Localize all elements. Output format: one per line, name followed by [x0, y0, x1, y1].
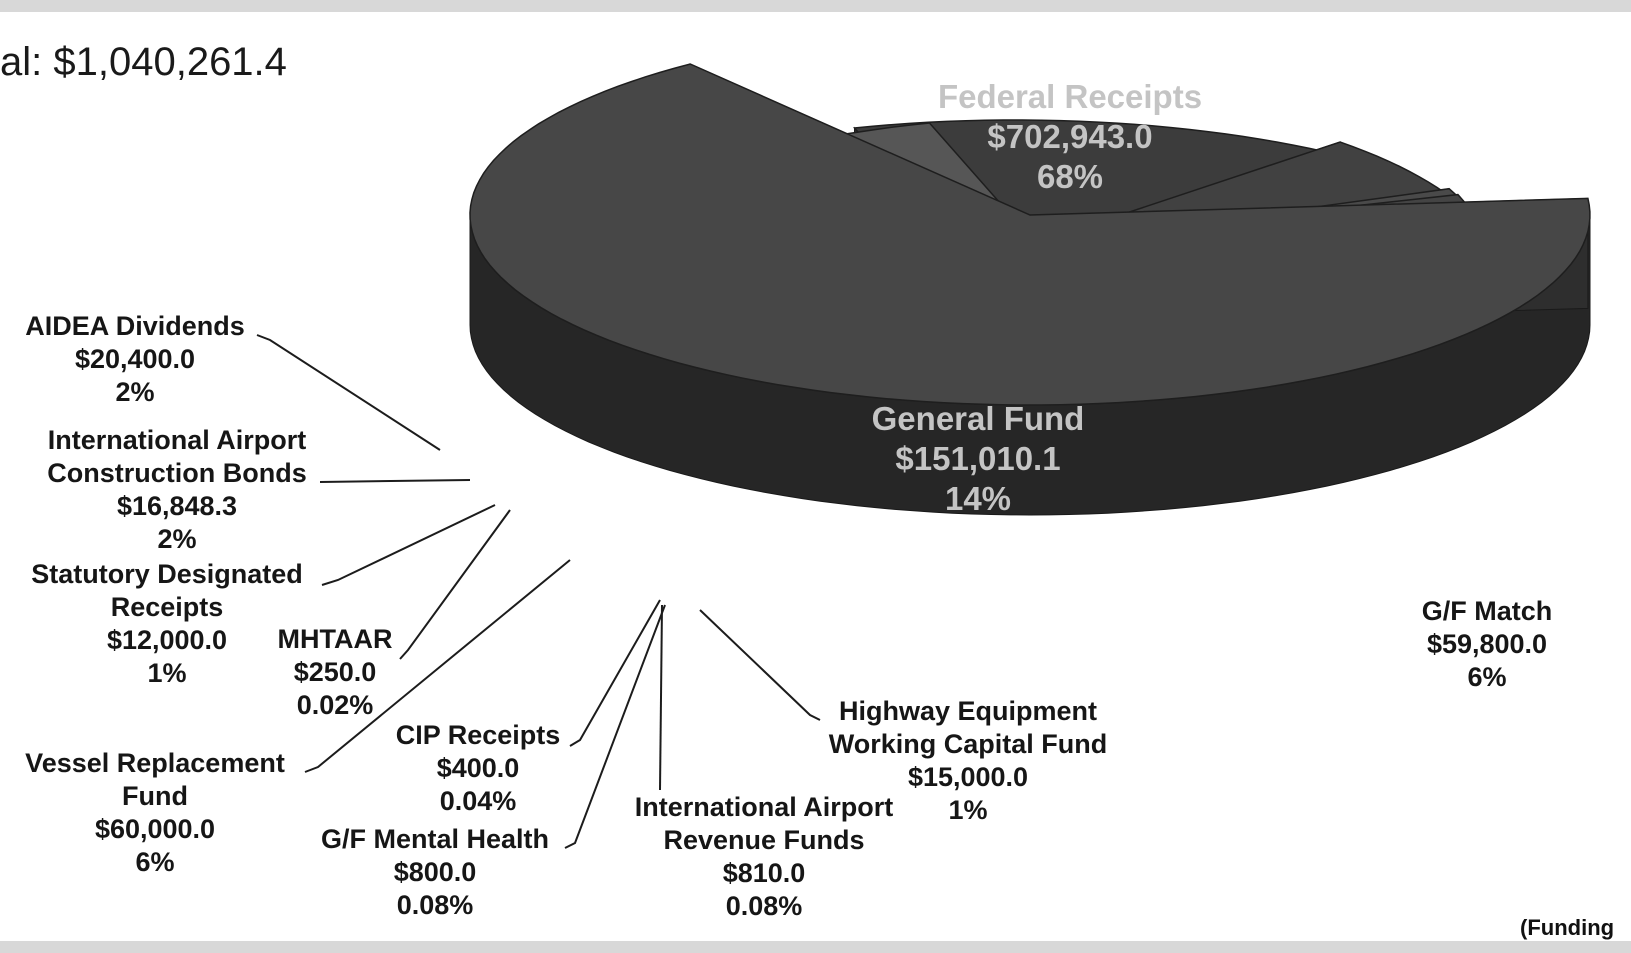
slice-value-vessel-replacement-fund: $60,000.0: [95, 814, 215, 844]
slice-percent-highway-equipment-working-capital-fund: 1%: [948, 795, 987, 825]
leader-line-mhtaar: [399, 509, 511, 660]
slice-label-general-fund: General Fund: [872, 400, 1085, 437]
top-border: [0, 0, 1631, 12]
slice-label-highway-equipment-working-capital-fund: Working Capital Fund: [829, 729, 1108, 759]
slice-percent-general-fund: 14%: [945, 480, 1011, 517]
slice-value-aidea-dividends: $20,400.0: [75, 344, 195, 374]
slice-percent-international-airport-construction-bonds: 2%: [157, 524, 196, 554]
slice-label-international-airport-construction-bonds: Construction Bonds: [47, 458, 306, 488]
slice-label-g-f-match: G/F Match: [1422, 596, 1553, 626]
slice-label-international-airport-revenue-funds: Revenue Funds: [663, 825, 864, 855]
slice-value-international-airport-construction-bonds: $16,848.3: [117, 491, 237, 521]
slice-label-vessel-replacement-fund: Vessel Replacement: [25, 748, 285, 778]
slice-percent-g-f-match: 6%: [1467, 662, 1506, 692]
slice-percent-g-f-mental-health: 0.08%: [397, 890, 474, 920]
leader-line-statutory-designated-receipts: [321, 504, 496, 586]
slice-label-cip-receipts: CIP Receipts: [396, 720, 561, 750]
leader-line-aidea-dividends: [256, 334, 441, 451]
slice-value-g-f-match: $59,800.0: [1427, 629, 1547, 659]
slice-label-g-f-mental-health: G/F Mental Health: [321, 824, 549, 854]
slice-percent-federal-receipts: 68%: [1037, 158, 1103, 195]
slice-label-international-airport-revenue-funds: International Airport: [635, 792, 894, 822]
slice-value-federal-receipts: $702,943.0: [987, 118, 1152, 155]
slice-percent-international-airport-revenue-funds: 0.08%: [726, 891, 803, 921]
leader-line-highway-equipment-working-capital-fund: [699, 609, 821, 721]
slice-label-aidea-dividends: AIDEA Dividends: [25, 311, 245, 341]
leader-line-g-f-mental-health: [564, 604, 666, 849]
leader-line-international-airport-revenue-funds: [659, 604, 663, 791]
leader-line-cip-receipts: [569, 599, 661, 747]
footnote: (Funding: [1520, 915, 1615, 940]
slice-label-statutory-designated-receipts: Statutory Designated: [31, 559, 303, 589]
slice-label-federal-receipts: Federal Receipts: [938, 78, 1202, 115]
slice-percent-vessel-replacement-fund: 6%: [135, 847, 174, 877]
slice-value-mhtaar: $250.0: [294, 657, 377, 687]
slice-value-general-fund: $151,010.1: [895, 440, 1060, 477]
slice-value-highway-equipment-working-capital-fund: $15,000.0: [908, 762, 1028, 792]
slice-federal-receipts: [469, 63, 1591, 406]
slice-value-statutory-designated-receipts: $12,000.0: [107, 625, 227, 655]
slice-percent-cip-receipts: 0.04%: [440, 786, 517, 816]
total-heading: al: $1,040,261.4: [0, 40, 287, 84]
slice-value-cip-receipts: $400.0: [437, 753, 520, 783]
slice-value-g-f-mental-health: $800.0: [394, 857, 477, 887]
slice-label-international-airport-construction-bonds: International Airport: [48, 425, 307, 455]
leader-line-vessel-replacement-fund: [304, 559, 571, 773]
slice-percent-statutory-designated-receipts: 1%: [147, 658, 186, 688]
slice-percent-mhtaar: 0.02%: [297, 690, 374, 720]
bottom-border: [0, 941, 1631, 953]
leader-line-international-airport-construction-bonds: [319, 479, 471, 483]
slice-label-statutory-designated-receipts: Receipts: [111, 592, 224, 622]
slice-label-mhtaar: MHTAAR: [278, 624, 393, 654]
slice-label-highway-equipment-working-capital-fund: Highway Equipment: [839, 696, 1097, 726]
slice-label-vessel-replacement-fund: Fund: [122, 781, 188, 811]
slice-value-international-airport-revenue-funds: $810.0: [723, 858, 806, 888]
slice-percent-aidea-dividends: 2%: [115, 377, 154, 407]
